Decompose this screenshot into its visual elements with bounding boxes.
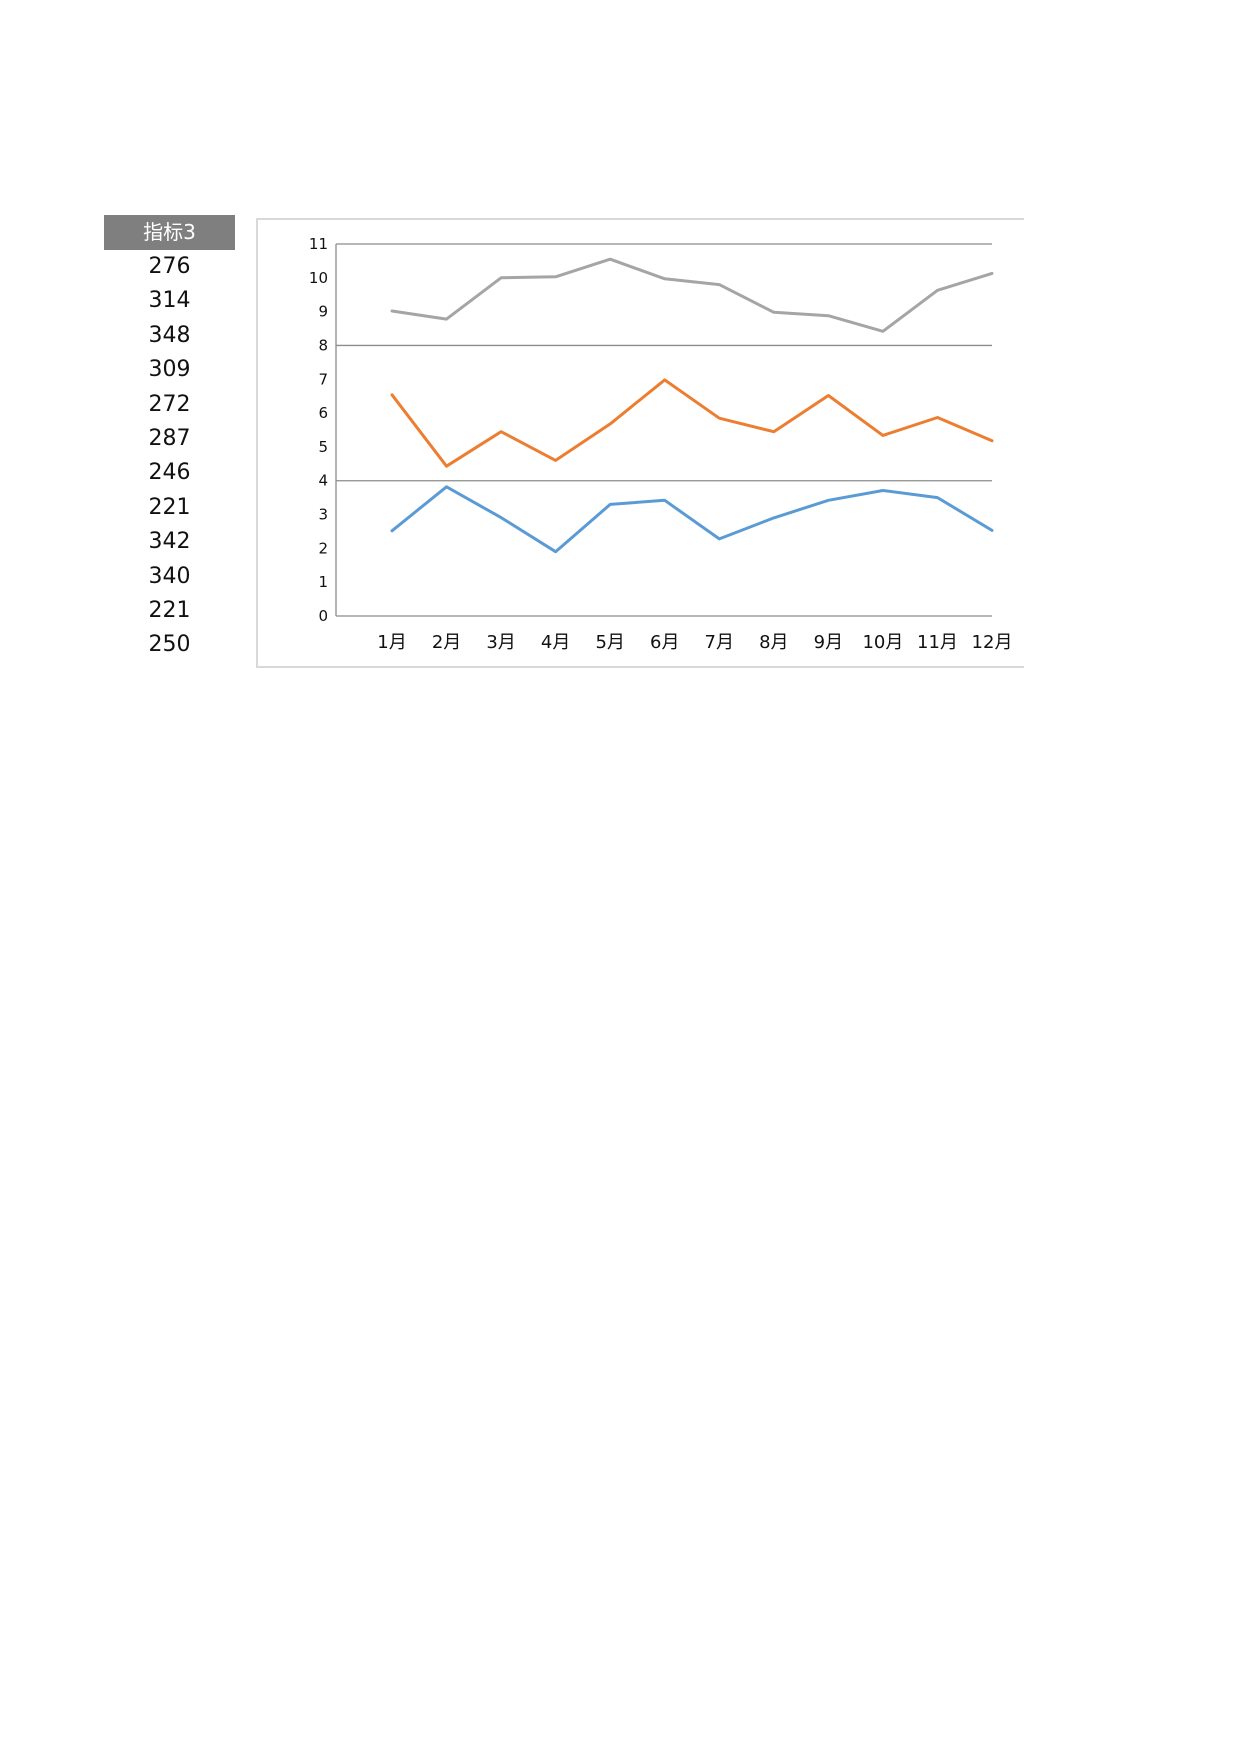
x-tick-label: 6月 <box>650 632 679 653</box>
y-tick-label: 8 <box>318 336 328 354</box>
table-header: 指标3 <box>104 215 235 250</box>
x-tick-label: 10月 <box>862 632 903 653</box>
table-cell: 342 <box>148 529 191 555</box>
x-tick-label: 7月 <box>705 632 734 653</box>
y-tick-label: 2 <box>318 539 328 557</box>
table-cell: 276 <box>148 254 191 279</box>
y-tick-label: 0 <box>318 607 328 625</box>
table-cell: 272 <box>148 391 191 417</box>
x-tick-label: 3月 <box>486 632 515 653</box>
x-tick-label: 2月 <box>432 632 461 653</box>
table-cell: 314 <box>148 288 191 314</box>
y-tick-label: 4 <box>318 472 328 490</box>
y-tick-label: 10 <box>309 269 328 287</box>
table-cell: 246 <box>148 460 191 486</box>
line-chart: 0 1 2 3 4 5 6 7 8 9 10 11 1月 2月 3月 4月 5月 6月 7月 8月 9月 10月 11月 12… <box>309 235 1013 653</box>
y-tick-label: 1 <box>318 573 328 591</box>
x-tick-label: 11月 <box>917 632 958 653</box>
x-tick-label: 12月 <box>972 632 1013 653</box>
table-cell: 348 <box>148 322 191 348</box>
series-line-3 <box>390 257 994 333</box>
y-tick-label: 3 <box>318 506 328 524</box>
data-table: 指标3 276 314 348 309 272 287 246 221 342 … <box>104 215 235 663</box>
table-cell: 287 <box>148 425 191 451</box>
table-cell: 221 <box>148 597 191 623</box>
x-tick-label: 9月 <box>814 632 843 653</box>
y-tick-label: 11 <box>309 235 328 253</box>
x-tick-label: 4月 <box>541 632 570 653</box>
series-line-2 <box>390 378 994 468</box>
series-line-1 <box>390 485 994 554</box>
y-tick-label: 6 <box>318 404 328 422</box>
y-tick-label: 9 <box>318 303 328 321</box>
y-tick-label: 5 <box>318 438 328 456</box>
x-tick-label: 8月 <box>759 632 788 653</box>
table-cell: 250 <box>148 632 191 658</box>
y-tick-label: 7 <box>318 370 328 388</box>
table-cell: 309 <box>148 357 191 383</box>
x-tick-label: 1月 <box>377 632 406 653</box>
x-tick-label: 5月 <box>595 632 624 653</box>
table-cell: 340 <box>148 563 191 589</box>
table-cell: 221 <box>148 494 191 520</box>
chart-area: 0 1 2 3 4 5 6 7 8 9 10 11 1月 2月 3月 4月 5月 6月 7月 8月 9月 10月 11月 12… <box>256 218 1024 668</box>
